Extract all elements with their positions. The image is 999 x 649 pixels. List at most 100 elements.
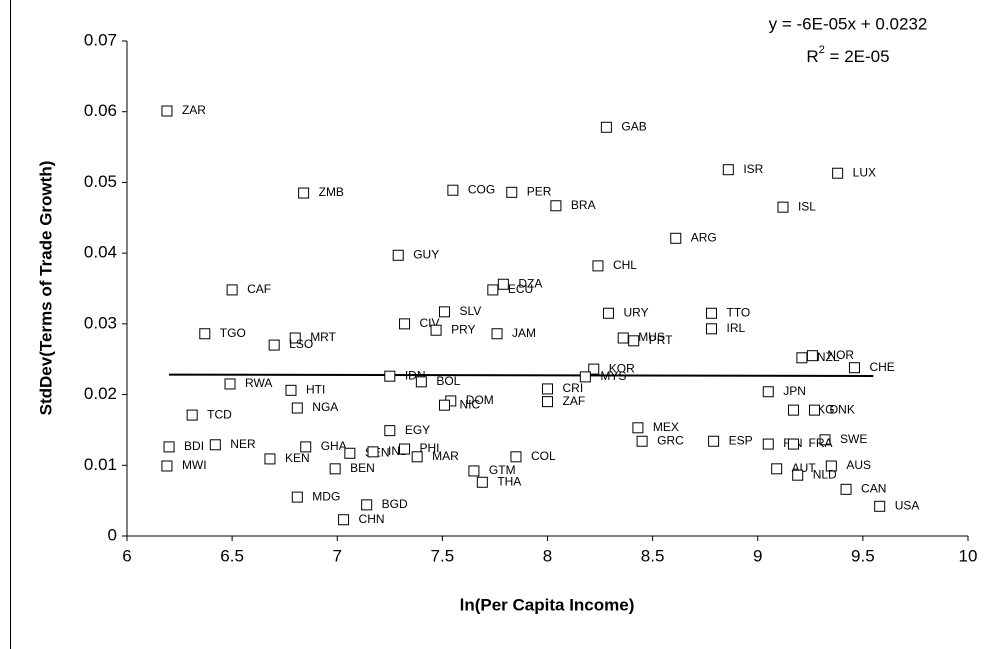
point — [819, 434, 831, 446]
point-label: ECU — [508, 282, 533, 296]
point-label: RWA — [245, 376, 272, 390]
point-label: SWE — [840, 432, 867, 446]
point — [796, 352, 808, 364]
point-label: MEX — [653, 420, 679, 434]
point — [579, 371, 591, 383]
point-label: PER — [527, 185, 552, 199]
point — [670, 232, 682, 244]
point — [291, 491, 303, 503]
point-label: KEN — [285, 451, 310, 465]
point — [840, 483, 852, 495]
point-label: MWI — [182, 458, 207, 472]
point-label: GHA — [321, 439, 347, 453]
point-label: NOR — [827, 348, 854, 362]
point — [415, 376, 427, 388]
point-label: LSO — [289, 337, 313, 351]
point — [289, 332, 301, 344]
x-tick-label: 6.5 — [220, 546, 244, 565]
r2-rest: = 2E-05 — [825, 47, 890, 66]
point — [285, 384, 297, 396]
x-tick-label: 9 — [753, 546, 762, 565]
point — [329, 463, 341, 475]
point-label: JAM — [512, 326, 536, 340]
x-tick-label: 8.5 — [641, 546, 665, 565]
point-label: CHE — [869, 360, 894, 374]
point — [848, 362, 860, 374]
point — [771, 463, 783, 475]
point — [399, 443, 411, 455]
point-label: GRC — [657, 433, 684, 447]
point — [825, 460, 837, 472]
y-tick-label: 0.03 — [84, 313, 117, 332]
point — [224, 378, 236, 390]
point — [430, 324, 442, 336]
point-label: NLD — [813, 467, 837, 481]
point-label: NIC — [459, 397, 480, 411]
point — [617, 332, 629, 344]
point-label: ZAF — [563, 394, 586, 408]
point — [264, 453, 276, 465]
point — [438, 306, 450, 318]
point — [411, 451, 423, 463]
point — [209, 439, 221, 451]
point — [438, 399, 450, 411]
y-tick-label: 0 — [108, 525, 117, 544]
point — [832, 167, 844, 179]
point-label: TGO — [220, 326, 246, 340]
point-label: THA — [497, 474, 521, 488]
point-label: CRI — [563, 381, 584, 395]
y-tick-label: 0.04 — [84, 243, 117, 262]
point — [705, 307, 717, 319]
y-tick-label: 0.02 — [84, 384, 117, 403]
point-label: ZMB — [319, 185, 344, 199]
trendline — [169, 373, 874, 377]
point-label: PHI — [420, 441, 440, 455]
point — [592, 260, 604, 272]
point — [787, 404, 799, 416]
point — [361, 499, 373, 511]
point-label: KOR — [609, 361, 635, 375]
x-axis-label: ln(Per Capita Income) — [460, 595, 635, 614]
point — [708, 435, 720, 447]
point-label: AUS — [846, 458, 871, 472]
point-label: MYS — [600, 369, 626, 383]
point — [762, 386, 774, 398]
point-label: USA — [895, 498, 920, 512]
point — [542, 396, 553, 408]
point — [510, 451, 522, 463]
point — [787, 438, 799, 450]
point-label: ESP — [729, 433, 753, 447]
point — [447, 184, 459, 196]
r2-sup: 2 — [819, 44, 825, 56]
point-label: DZA — [518, 276, 542, 290]
point-label: TTO — [726, 305, 750, 319]
point-label: SLV — [459, 304, 481, 318]
point-label: CAF — [247, 282, 271, 296]
point — [792, 469, 804, 481]
r-squared: R2 = 2E-05 — [806, 44, 889, 67]
point — [291, 402, 303, 414]
point — [468, 465, 480, 477]
point — [384, 370, 396, 382]
point — [636, 435, 648, 447]
point-label: TCD — [207, 407, 232, 421]
point — [338, 514, 350, 526]
x-tick-label: 6 — [122, 546, 131, 565]
point — [588, 363, 600, 375]
point-label: COL — [531, 449, 556, 463]
point — [186, 409, 198, 421]
point — [161, 105, 173, 117]
point — [268, 339, 280, 351]
point-label: URY — [623, 305, 648, 319]
point — [550, 200, 562, 212]
point-label: IRL — [726, 321, 745, 335]
point — [163, 441, 175, 453]
x-tick-label: 9.5 — [851, 546, 875, 565]
y-tick-label: 0.06 — [84, 101, 117, 120]
point-label: GTM — [489, 463, 516, 477]
point — [384, 425, 396, 437]
trendline-equation: y = -6E-05x + 0.0232 — [769, 14, 928, 33]
point-label: COG — [468, 182, 495, 196]
point-label: CHL — [613, 258, 637, 272]
